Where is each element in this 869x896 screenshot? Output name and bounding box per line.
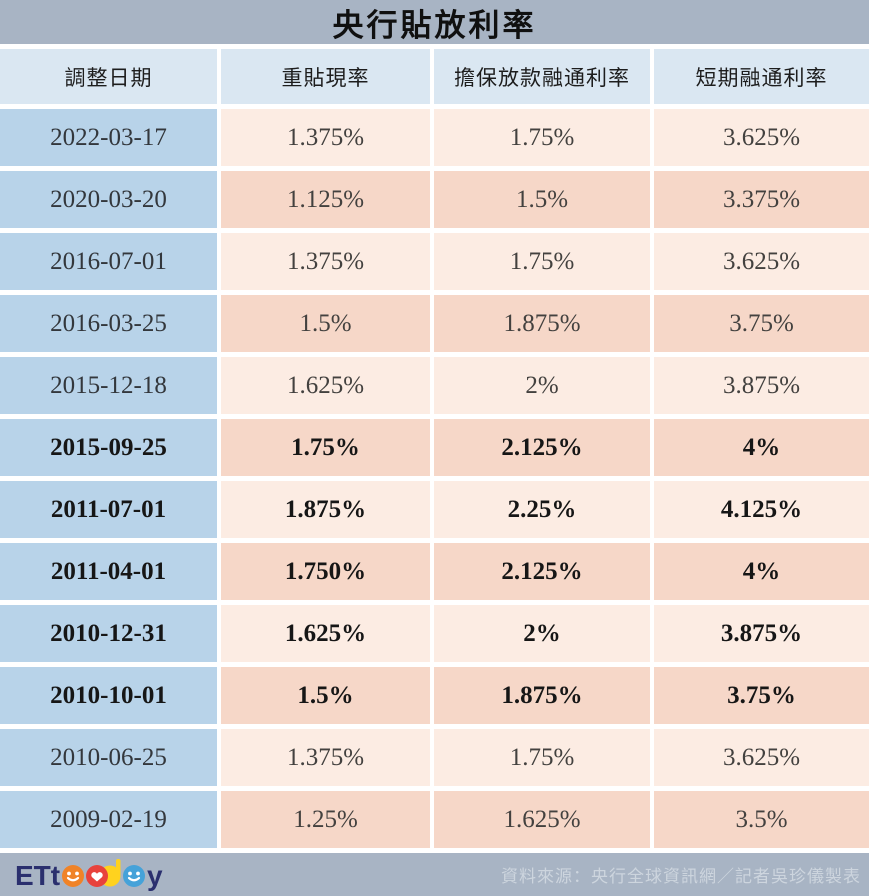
table-cell-short-term-rate: 4.125% <box>654 481 869 538</box>
table-cell-rediscount-rate: 1.25% <box>221 791 430 848</box>
source-credit: 資料來源：央行全球資訊網／記者吳珍儀製表 <box>501 867 861 886</box>
table-cell-adjustment-date: 2011-04-01 <box>0 543 217 600</box>
table-cell-secured-loan-rate: 2.125% <box>434 543 650 600</box>
table-cell-short-term-rate: 3.875% <box>654 605 869 662</box>
column-header-secured-loan-rate: 擔保放款融通利率 <box>434 49 650 104</box>
table-cell-secured-loan-rate: 2.125% <box>434 419 650 476</box>
table-cell-secured-loan-rate: 2% <box>434 357 650 414</box>
ettoday-logo-icon: ETt y <box>15 858 163 891</box>
table-cell-short-term-rate: 3.625% <box>654 233 869 290</box>
table-cell-adjustment-date: 2015-09-25 <box>0 419 217 476</box>
table-cell-rediscount-rate: 1.5% <box>221 295 430 352</box>
table-cell-adjustment-date: 2011-07-01 <box>0 481 217 538</box>
table-cell-rediscount-rate: 1.75% <box>221 419 430 476</box>
ettoday-logo: ETt y <box>14 858 166 892</box>
column-header-short-term-rate: 短期融通利率 <box>654 49 869 104</box>
table-cell-adjustment-date: 2016-03-25 <box>0 295 217 352</box>
table-cell-secured-loan-rate: 1.75% <box>434 109 650 166</box>
table-cell-short-term-rate: 3.75% <box>654 295 869 352</box>
table-cell-secured-loan-rate: 1.625% <box>434 791 650 848</box>
table-cell-short-term-rate: 3.625% <box>654 729 869 786</box>
table-cell-adjustment-date: 2010-10-01 <box>0 667 217 724</box>
table-cell-secured-loan-rate: 2.25% <box>434 481 650 538</box>
table-cell-secured-loan-rate: 2% <box>434 605 650 662</box>
table-cell-rediscount-rate: 1.5% <box>221 667 430 724</box>
page-title: 央行貼放利率 <box>332 7 537 43</box>
table-cell-rediscount-rate: 1.125% <box>221 171 430 228</box>
table-cell-short-term-rate: 4% <box>654 543 869 600</box>
table-cell-adjustment-date: 2015-12-18 <box>0 357 217 414</box>
table-cell-adjustment-date: 2010-12-31 <box>0 605 217 662</box>
table-cell-adjustment-date: 2020-03-20 <box>0 171 217 228</box>
table-cell-short-term-rate: 3.875% <box>654 357 869 414</box>
svg-text:ETt: ETt <box>15 860 60 891</box>
table-cell-adjustment-date: 2016-07-01 <box>0 233 217 290</box>
table-cell-secured-loan-rate: 1.875% <box>434 295 650 352</box>
table-cell-secured-loan-rate: 1.5% <box>434 171 650 228</box>
table-cell-short-term-rate: 4% <box>654 419 869 476</box>
table-cell-adjustment-date: 2009-02-19 <box>0 791 217 848</box>
table-cell-secured-loan-rate: 1.75% <box>434 233 650 290</box>
svg-text:y: y <box>147 860 163 891</box>
table-cell-adjustment-date: 2022-03-17 <box>0 109 217 166</box>
table-cell-short-term-rate: 3.5% <box>654 791 869 848</box>
table-cell-rediscount-rate: 1.625% <box>221 357 430 414</box>
rates-table: 調整日期 重貼現率 擔保放款融通利率 短期融通利率 2022-03-17 1.37… <box>0 49 869 848</box>
table-cell-rediscount-rate: 1.375% <box>221 109 430 166</box>
table-cell-rediscount-rate: 1.750% <box>221 543 430 600</box>
table-cell-short-term-rate: 3.75% <box>654 667 869 724</box>
table-cell-rediscount-rate: 1.875% <box>221 481 430 538</box>
table-cell-short-term-rate: 3.625% <box>654 109 869 166</box>
column-header-adjustment-date: 調整日期 <box>0 49 217 104</box>
table-cell-rediscount-rate: 1.375% <box>221 729 430 786</box>
table-cell-rediscount-rate: 1.625% <box>221 605 430 662</box>
footer-bar: ETt y 資料來源：央行全球資訊網／記者吳珍儀製表 <box>0 853 869 896</box>
table-cell-adjustment-date: 2010-06-25 <box>0 729 217 786</box>
table-cell-short-term-rate: 3.375% <box>654 171 869 228</box>
table-cell-rediscount-rate: 1.375% <box>221 233 430 290</box>
table-cell-secured-loan-rate: 1.75% <box>434 729 650 786</box>
column-header-rediscount-rate: 重貼現率 <box>221 49 430 104</box>
table-cell-secured-loan-rate: 1.875% <box>434 667 650 724</box>
title-bar: 央行貼放利率 <box>0 0 869 44</box>
